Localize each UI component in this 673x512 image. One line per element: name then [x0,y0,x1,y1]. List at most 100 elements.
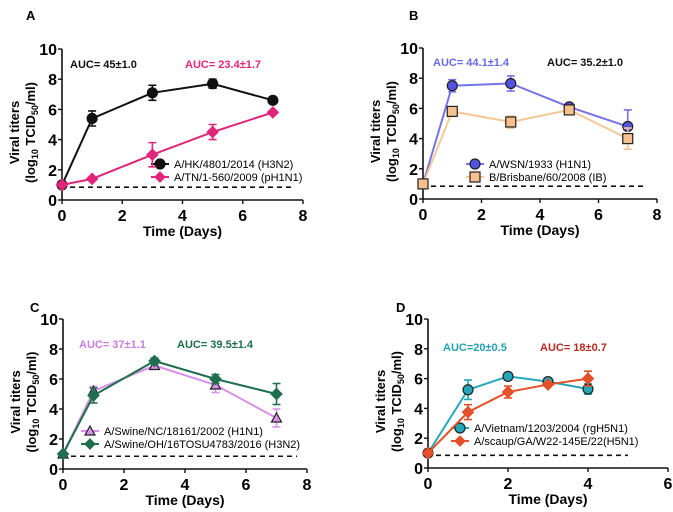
y-tick-label: 10 [39,42,57,59]
y-tick-label: 0 [414,461,423,478]
y-tick-label: 8 [49,342,58,359]
y-tick-label: 10 [405,312,423,329]
data-point-circle [446,80,458,92]
y-tick-label: 4 [414,401,423,418]
y-tick-label: 4 [49,402,58,419]
data-point-circle [454,422,466,434]
data-point-diamond [146,148,159,162]
data-point-diamond [56,447,70,461]
data-point-triangle [270,411,283,423]
panel-letter: D [396,300,405,315]
data-point-square [563,104,575,116]
x-axis-label: Time (Days) [500,222,579,238]
y-tick-label: 2 [48,163,57,180]
y-axis-label: Viral titers(log10 TCID50/ml) [7,82,40,183]
data-point-diamond [85,172,99,186]
x-tick-label: 4 [178,208,187,225]
legend-label: A/WSN/1933 (H1N1) [489,159,591,171]
x-tick-label: 2 [120,477,129,494]
data-point-diamond [266,106,280,119]
x-tick-label: 6 [664,476,673,493]
data-point-circle [86,112,98,125]
x-tick-label: 4 [181,477,190,494]
panel-letter: A [26,8,36,23]
y-tick-label: 10 [40,312,58,329]
y-tick-label: 4 [409,132,418,149]
y-tick-label: 2 [49,432,58,449]
data-point-diamond [209,372,222,386]
panel-letter: C [30,300,40,315]
x-axis-label: Time (Days) [508,491,587,507]
auc-annotation: AUC= 45±1.0 [70,59,137,71]
y-tick-label: 6 [409,101,418,118]
data-point-diamond [421,446,435,460]
x-tick-label: 8 [303,477,312,494]
x-tick-label: 8 [653,207,662,224]
auc-annotation: AUC= 23.4±1.7 [185,59,261,71]
x-tick-label: 8 [299,208,308,225]
x-axis-label: Time (Days) [145,492,224,508]
data-point-circle [462,384,474,396]
x-tick-label: 0 [424,476,433,493]
auc-annotation: AUC= 18±0.7 [540,342,607,354]
legend-label: A/Swine/OH/16TOSU4783/2016 (H3N2) [104,439,300,451]
y-tick-label: 0 [49,462,58,479]
y-tick-label: 8 [48,72,57,89]
x-tick-label: 0 [419,207,428,224]
auc-annotation: AUC=20±0.5 [443,342,507,354]
x-tick-label: 2 [477,207,486,224]
y-axis-label: Viral titers(log10 TCID50/ml) [373,351,406,452]
panel-letter: B [409,8,418,23]
auc-annotation: AUC= 44.1±1.4 [433,57,510,69]
y-tick-label: 8 [414,342,423,359]
auc-annotation: AUC= 39.5±1.4 [177,339,254,351]
data-point-square [469,171,481,183]
auc-annotation: AUC= 37±1.1 [79,339,146,351]
panel-A: A 0 2 4 6 8 10 0 2 4 6 8 Time (Days) Viral titers(log… [7,8,308,239]
x-tick-label: 4 [584,476,593,493]
data-point-triangle [83,424,97,436]
x-tick-label: 0 [58,208,67,225]
y-tick-label: 6 [48,102,57,119]
legend-label: A/HK/4801/2014 (H3N2) [174,159,293,171]
x-axis-label: Time (Days) [143,223,222,239]
data-point-circle [505,77,517,90]
data-point-circle [469,158,481,170]
legend-label: A/Swine/NC/18161/2002 (H1N1) [104,426,263,438]
y-tick-label: 6 [414,372,423,389]
x-tick-label: 0 [59,477,68,494]
y-tick-label: 2 [409,162,418,179]
data-point-circle [502,370,514,382]
data-point-circle [267,94,279,106]
data-point-diamond [454,435,466,447]
legend-label: A/Vietnam/1203/2004 (rgH5N1) [474,423,628,435]
data-point-circle [154,158,166,170]
y-tick-label: 2 [414,431,423,448]
y-tick-label: 6 [49,372,58,389]
data-point-diamond [270,387,283,401]
data-point-circle [207,78,219,90]
y-tick-label: 0 [48,193,57,210]
data-point-square [622,133,634,145]
panel-D: D 0 2 4 6 8 10 0 2 4 6 Time (Days) Viral titers(log1… [373,300,673,507]
legend-label: A/TN/1-560/2009 (pH1N1) [174,172,302,184]
data-point-diamond [461,405,475,419]
auc-annotation: AUC= 35.2±1.0 [547,57,623,69]
data-point-square [505,116,517,128]
y-tick-label: 10 [400,41,418,58]
data-point-square [446,105,458,118]
data-point-diamond [541,378,555,391]
data-point-diamond [55,178,69,192]
data-point-square [417,178,429,190]
data-point-circle [146,87,158,99]
y-tick-label: 4 [48,133,57,150]
x-tick-label: 6 [242,477,251,494]
data-point-diamond [87,389,100,402]
x-tick-label: 2 [118,208,127,225]
panel-B: B 0 2 4 6 8 10 0 2 4 6 8 Time (Days) Viral titers(log… [368,8,662,238]
data-point-diamond [154,171,166,183]
x-tick-label: 6 [594,207,603,224]
x-tick-label: 4 [536,207,545,224]
data-point-diamond [148,354,161,368]
legend-label: A/scaup/GA/W22-145E/22(H5N1) [474,436,638,448]
